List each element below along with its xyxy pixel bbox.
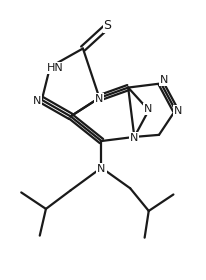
Text: N: N [130, 133, 138, 143]
Text: N: N [97, 164, 105, 174]
Text: N: N [159, 75, 167, 85]
Text: N: N [143, 104, 151, 114]
Text: N: N [173, 106, 182, 116]
Text: N: N [95, 94, 103, 104]
Text: N: N [32, 96, 41, 106]
Text: HN: HN [47, 63, 63, 73]
Text: S: S [103, 19, 111, 32]
